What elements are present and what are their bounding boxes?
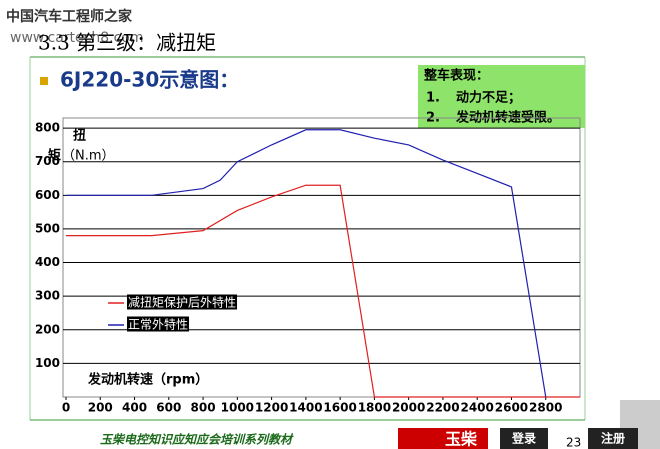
x-tick-label: 200 bbox=[88, 401, 113, 415]
register-button[interactable] bbox=[588, 428, 638, 449]
y-tick-label: 300 bbox=[35, 289, 60, 303]
note-title: 整车表现： bbox=[423, 68, 489, 84]
plot-area bbox=[62, 117, 581, 398]
y-tick-label: 500 bbox=[35, 221, 60, 235]
note-text: 动力不足； bbox=[456, 90, 521, 106]
register-label[interactable]: 注册 bbox=[601, 431, 625, 446]
y-label: 矩 bbox=[47, 148, 61, 164]
series-line bbox=[66, 184, 580, 398]
legend-label-bg bbox=[127, 294, 238, 310]
y-tick-label: 800 bbox=[35, 121, 60, 135]
watermark-url: www.cartech8.com bbox=[10, 30, 143, 46]
y-tick-label: 200 bbox=[35, 322, 60, 336]
x-label: 发动机转速（rpm） bbox=[87, 372, 208, 388]
login-button[interactable] bbox=[500, 428, 548, 449]
y-tick-label: 700 bbox=[35, 154, 60, 168]
heading: 6J220-30示意图： bbox=[60, 68, 239, 92]
y-label: 扭 bbox=[73, 128, 86, 144]
x-tick-label: 1800 bbox=[358, 401, 391, 415]
x-tick-label: 800 bbox=[191, 401, 216, 415]
x-tick-label: 2800 bbox=[529, 401, 562, 415]
x-tick-label: 1400 bbox=[289, 401, 322, 415]
y-tick-label: 400 bbox=[35, 255, 60, 269]
x-tick-label: 2000 bbox=[392, 401, 425, 415]
slide-title: 3.3 第三级：减扭矩 bbox=[38, 31, 216, 55]
logo bbox=[398, 428, 488, 449]
page-number: 23 bbox=[566, 436, 581, 449]
x-tick-label: 1000 bbox=[221, 401, 254, 415]
footer: 玉柴电控知识应知应会培训系列教材 bbox=[100, 433, 294, 447]
x-tick-label: 2600 bbox=[495, 401, 528, 415]
x-tick-label: 600 bbox=[156, 401, 181, 415]
x-tick-label: 2400 bbox=[460, 401, 493, 415]
legend-label-bg bbox=[127, 316, 190, 332]
chart: 100 200 300 400 500 600 700 800 0 200 400 600 800 100… bbox=[35, 117, 581, 415]
legend-label: 减扭矩保护后外特性 bbox=[128, 295, 236, 310]
y-tick-label: 600 bbox=[35, 188, 60, 202]
bullet bbox=[40, 77, 48, 85]
y-unit: （N.m） bbox=[62, 149, 115, 164]
x-tick-label: 400 bbox=[122, 401, 147, 415]
login-label[interactable]: 登录 bbox=[511, 431, 536, 446]
y-tick-label: 100 bbox=[35, 356, 60, 370]
x-tick-label: 0 bbox=[62, 401, 70, 415]
x-tick-label: 1200 bbox=[255, 401, 288, 415]
logo-text: 玉柴 bbox=[445, 430, 478, 449]
series-line bbox=[66, 129, 547, 398]
watermark: 中国汽车工程师之家 bbox=[6, 8, 133, 25]
x-tick-label: 1600 bbox=[323, 401, 356, 415]
x-tick-label: 2200 bbox=[426, 401, 459, 415]
note-num: 1. bbox=[426, 91, 440, 106]
legend-label: 正常外特性 bbox=[128, 317, 188, 332]
